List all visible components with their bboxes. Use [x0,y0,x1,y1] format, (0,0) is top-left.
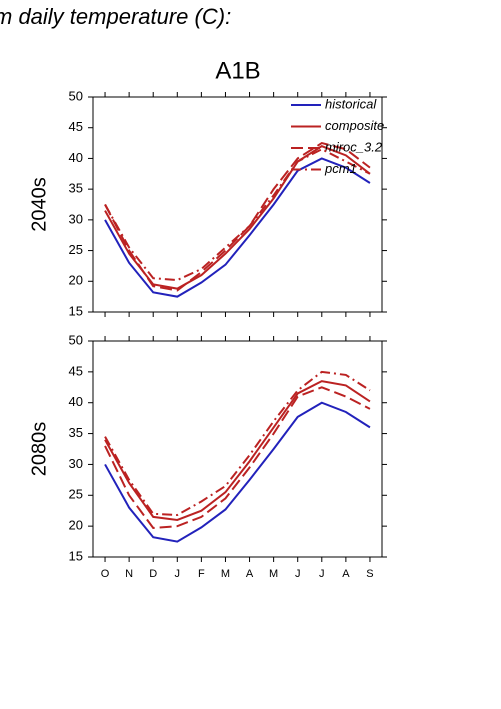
y-axis-label: 2040s [28,177,50,232]
legend-label: composite [325,118,384,133]
x-tick-label: A [342,568,350,580]
y-axis-label: 2080s [28,422,50,477]
plot-frame [92,96,383,313]
series-line [104,401,371,543]
y-tick-label: 35 [69,181,83,196]
series-line [104,380,371,521]
series-line [104,148,371,282]
y-tick-label: 20 [69,518,83,533]
y-tick-label: 35 [69,425,83,440]
x-tick-label: A [246,568,254,580]
header: m daily temperature (C): [0,4,231,29]
x-tick-label: J [295,568,301,580]
x-tick-label: M [221,568,230,580]
series-line [104,141,371,292]
series-line [104,370,371,517]
series-line [104,157,371,298]
y-tick-label: 25 [69,487,83,502]
y-tick-label: 15 [69,303,83,318]
x-tick-label: O [101,568,110,580]
legend-label: pcm1 [324,161,357,176]
series-line [104,386,371,530]
y-tick-label: 45 [69,119,83,134]
x-tick-label: J [319,568,325,580]
chart-title: A1B [215,57,260,84]
y-tick-label: 40 [69,394,83,409]
plot-frame [92,340,383,558]
y-tick-label: 30 [69,456,83,471]
y-tick-label: 50 [69,332,83,347]
legend-label: historical [325,96,377,111]
x-tick-label: J [175,568,181,580]
x-tick-label: M [269,568,278,580]
x-tick-label: F [198,568,205,580]
legend-label: miroc_3.2 [325,139,383,154]
y-tick-label: 40 [69,150,83,165]
y-tick-label: 15 [69,548,83,563]
x-tick-label: S [366,568,373,580]
y-tick-label: 25 [69,242,83,257]
y-tick-label: 50 [69,88,83,103]
y-tick-label: 30 [69,211,83,226]
y-tick-label: 20 [69,273,83,288]
x-tick-label: N [125,568,133,580]
x-tick-label: D [149,568,157,580]
y-tick-label: 45 [69,363,83,378]
